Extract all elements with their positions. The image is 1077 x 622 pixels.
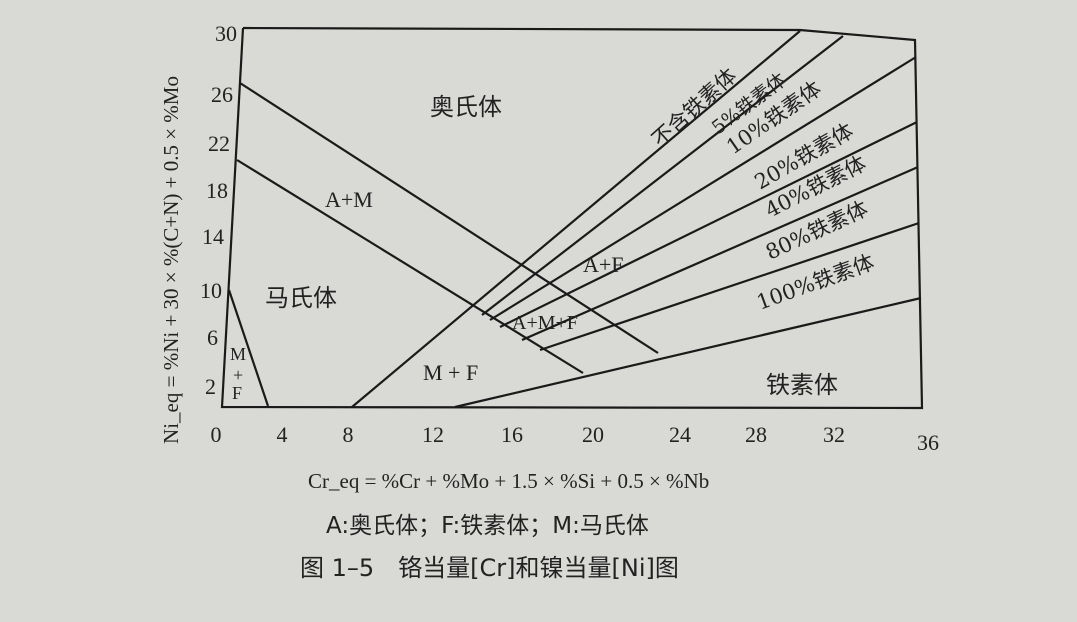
x-tick: 32 <box>823 422 845 447</box>
line-0-ferrite <box>351 30 801 408</box>
region-m-f-small: M <box>230 344 246 364</box>
x-tick: 0 <box>211 422 222 447</box>
region-m-f: M + F <box>423 360 478 385</box>
x-tick: 16 <box>501 422 523 447</box>
legend-text: A:奥氏体；F:铁素体；M:马氏体 <box>326 513 649 539</box>
x-tick: 28 <box>745 422 767 447</box>
line-100-ferrite <box>454 296 922 409</box>
x-tick: 20 <box>582 422 604 447</box>
y-tick: 18 <box>206 178 228 203</box>
y-tick: 22 <box>208 131 230 156</box>
line-5-ferrite <box>481 35 844 316</box>
x-axis-label: Cr_eq = %Cr + %Mo + 1.5 × %Si + 0.5 × %N… <box>308 469 709 493</box>
boundary-mf-triangle <box>227 289 270 407</box>
region-m-f-small: F <box>232 383 242 403</box>
boundary-austenite-am <box>239 82 659 354</box>
y-tick: 14 <box>202 224 224 249</box>
region-ferrite: 铁素体 <box>766 371 838 399</box>
region-a-m-f: A+M+F <box>512 312 578 334</box>
line-10-ferrite <box>489 56 917 321</box>
y-tick: 26 <box>211 82 233 107</box>
region-a-f: A+F <box>583 252 624 277</box>
region-austenite: 奥氏体 <box>430 93 502 121</box>
line-20-ferrite <box>499 121 918 328</box>
y-tick: 10 <box>200 278 222 303</box>
y-tick: 6 <box>207 325 218 350</box>
line-40-ferrite <box>521 165 919 342</box>
line-80-ferrite <box>539 221 920 352</box>
x-tick: 24 <box>669 422 691 447</box>
y-tick: 2 <box>205 374 216 399</box>
figure-caption: 图 1–5 铬当量[Cr]和镍当量[Ni]图 <box>300 554 679 582</box>
x-tick: 12 <box>422 422 444 447</box>
region-m-f-small: + <box>233 365 243 385</box>
y-axis-label: Ni_eq = %Ni + 30 × %(C+N) + 0.5 × %Mo <box>159 76 183 444</box>
x-tick: 36 <box>917 430 939 455</box>
x-tick: 4 <box>277 422 288 447</box>
region-a-m: A+M <box>325 187 373 212</box>
x-tick: 8 <box>343 422 354 447</box>
y-tick: 30 <box>215 21 237 46</box>
region-martensite: 马氏体 <box>265 284 337 312</box>
